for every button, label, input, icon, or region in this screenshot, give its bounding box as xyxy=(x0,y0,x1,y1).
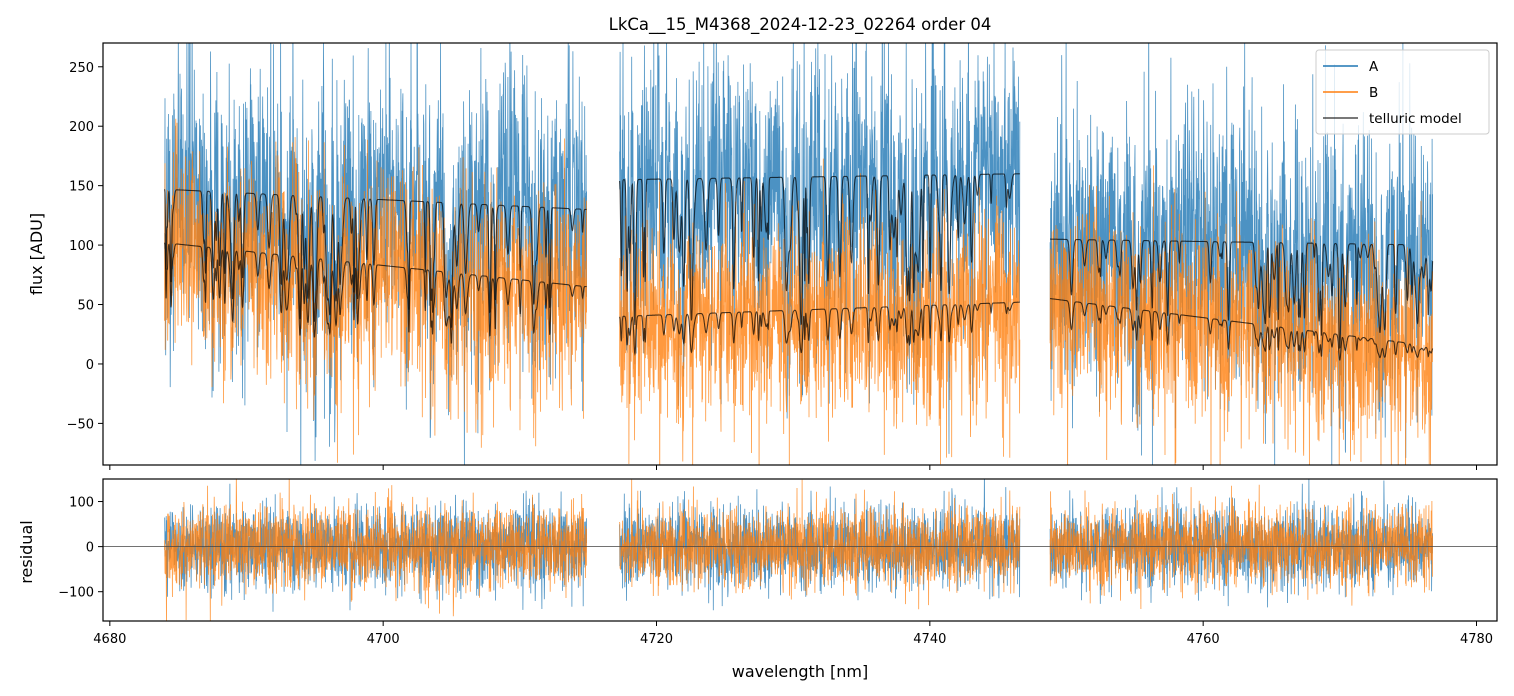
residual-b-segment-2 xyxy=(619,479,1021,610)
bottom-y-tick-label: 0 xyxy=(86,541,94,556)
bottom-y-tick-label: 100 xyxy=(69,496,94,511)
bottom-panel: −100 0 100 4680 4700 4720 4740 4760 4780 residu… xyxy=(17,478,1498,681)
top-series-group xyxy=(164,43,1434,465)
telluric-model-b-segment-3 xyxy=(1050,298,1434,361)
bottom-y-ticks: −100 0 100 xyxy=(58,496,103,601)
top-panel: −50 0 50 100 150 200 250 flux [ADU] A B tellur… xyxy=(27,42,1498,470)
bottom-y-axis-label: residual xyxy=(17,520,36,583)
top-y-ticks: −50 0 50 100 150 200 250 xyxy=(67,61,103,432)
chart-title: LkCa__15_M4368_2024-12-23_02264 order 04 xyxy=(609,15,992,35)
series-b-line-segment-2 xyxy=(619,158,1021,465)
telluric-model-b-segment-1 xyxy=(164,242,587,344)
top-y-tick-label: 250 xyxy=(69,61,94,76)
bottom-x-ticks: 4680 4700 4720 4740 4760 4780 xyxy=(93,621,1493,647)
bottom-axes-frame xyxy=(102,478,1498,622)
series-a-line-segment-2 xyxy=(619,43,1021,454)
x-tick-label: 4720 xyxy=(640,632,673,647)
top-y-tick-label: 50 xyxy=(77,299,94,314)
top-y-axis-label: flux [ADU] xyxy=(27,213,46,295)
bottom-y-tick-label: −100 xyxy=(58,586,94,601)
legend-label-telluric: telluric model xyxy=(1369,111,1462,127)
telluric-model-a-segment-3 xyxy=(1050,238,1434,349)
x-tick-label: 4740 xyxy=(913,632,946,647)
bottom-series-group xyxy=(103,479,1497,621)
residual-b-segment-3 xyxy=(1049,484,1433,610)
top-y-tick-label: 200 xyxy=(69,120,94,135)
x-tick-label: 4680 xyxy=(93,632,126,647)
residual-b-segment-1 xyxy=(164,479,587,621)
telluric-model-b-segment-2 xyxy=(619,301,1020,356)
legend-frame xyxy=(1315,49,1490,135)
top-axes-frame xyxy=(102,42,1498,466)
series-b-line-segment-1 xyxy=(164,118,587,463)
top-y-tick-label: 100 xyxy=(69,239,94,254)
telluric-model-a-segment-1 xyxy=(164,189,587,329)
top-y-tick-label: −50 xyxy=(67,417,94,432)
x-tick-label: 4780 xyxy=(1460,632,1493,647)
x-tick-label: 4700 xyxy=(367,632,400,647)
x-tick-label: 4760 xyxy=(1187,632,1220,647)
top-y-tick-label: 150 xyxy=(69,180,94,195)
series-b-line-segment-3 xyxy=(1049,165,1433,465)
legend: A B telluric model xyxy=(1315,49,1490,135)
top-y-tick-label: 0 xyxy=(86,358,94,373)
x-axis-label: wavelength [nm] xyxy=(732,662,869,681)
telluric-model-a-segment-2 xyxy=(619,173,1020,326)
legend-label-b: B xyxy=(1369,85,1378,101)
legend-label-a: A xyxy=(1369,59,1379,75)
top-x-ticks xyxy=(109,465,1477,470)
